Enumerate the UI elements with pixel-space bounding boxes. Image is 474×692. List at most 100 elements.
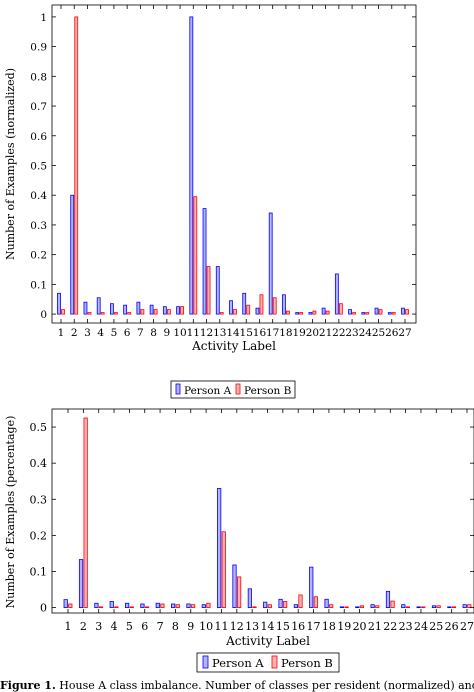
bar-person-a	[295, 312, 300, 315]
bar-person-a	[217, 488, 222, 608]
bar-person-a	[309, 566, 314, 608]
bar-person-a	[282, 294, 286, 315]
x-tick-label: 26	[385, 327, 399, 339]
bar-person-b	[221, 531, 226, 608]
y-tick-label: 0.7	[30, 101, 47, 113]
bar-person-b	[129, 606, 134, 608]
x-tick-label: 11	[214, 620, 228, 633]
bar-person-a	[361, 312, 366, 315]
bar-person-a	[374, 307, 379, 315]
y-tick-label: 0.1	[30, 279, 47, 291]
bar-person-b	[259, 294, 264, 315]
bar-person-b	[390, 600, 395, 608]
bar-person-a	[387, 312, 392, 315]
x-tick-label: 10	[173, 327, 186, 339]
bar-person-b	[144, 606, 150, 608]
bar-person-b	[298, 594, 303, 608]
x-tick-label: 15	[276, 620, 290, 633]
x-tick-label: 22	[383, 620, 397, 633]
x-tick-label: 1	[58, 327, 65, 339]
x-tick-label: 9	[164, 327, 171, 339]
chart-2-x-axis-label: Activity Label	[225, 634, 310, 648]
bar-person-a	[215, 266, 220, 315]
bar-person-a	[334, 273, 339, 315]
y-tick-label: 0.4	[30, 457, 48, 470]
bar-person-a	[416, 606, 421, 608]
bar-person-b	[359, 605, 364, 608]
y-tick-label: 1	[40, 12, 47, 24]
bar-person-b	[325, 310, 330, 315]
chart-1-y-axis-label: Number of Examples (normalized)	[4, 68, 17, 260]
bar-person-b	[127, 312, 132, 315]
x-tick-label: 1	[65, 620, 72, 633]
bar-person-a	[278, 598, 283, 608]
x-tick-label: 17	[266, 327, 279, 339]
bar-person-b	[272, 297, 277, 315]
bar-person-a	[431, 605, 437, 608]
bar-person-b	[219, 312, 224, 315]
x-tick-label: 12	[200, 327, 213, 339]
bar-person-a	[255, 307, 260, 315]
x-tick-label: 26	[445, 620, 459, 633]
chart-1-y-ticks: 0 0.1 0.2 0.3 0.4 0.5 0.6 0.7 0.8 0.9 1	[30, 12, 416, 321]
chart-1-legend-swatch-a	[175, 383, 181, 395]
bar-person-b	[74, 16, 79, 315]
bar-person-b	[421, 606, 426, 608]
bar-person-b	[68, 603, 73, 608]
bar-person-a	[176, 306, 180, 315]
bar-person-b	[237, 576, 242, 608]
bar-person-a	[321, 307, 326, 315]
bar-person-a	[355, 606, 360, 608]
x-tick-label: 17	[307, 620, 321, 633]
x-tick-label: 4	[97, 327, 104, 339]
bar-person-a	[123, 304, 128, 315]
bar-person-b	[267, 604, 272, 608]
x-tick-label: 25	[372, 327, 385, 339]
x-tick-label: 2	[80, 620, 87, 633]
y-tick-label: 0.3	[30, 493, 48, 506]
y-tick-label: 0.9	[30, 42, 47, 54]
chart-2-legend-swatch-b	[271, 655, 278, 669]
x-tick-label: 13	[245, 620, 259, 633]
chart-2-plot-frame	[51, 408, 474, 614]
x-tick-label: 20	[353, 620, 367, 633]
x-tick-label: 5	[126, 620, 133, 633]
chart-1-legend-box	[170, 380, 296, 399]
bar-person-a	[78, 559, 84, 608]
bar-person-b	[329, 604, 334, 608]
bar-person-b	[98, 606, 104, 608]
bar-person-a	[401, 307, 405, 315]
bar-person-b	[233, 309, 237, 315]
chart-2-bars	[63, 417, 472, 608]
bar-person-b	[206, 266, 211, 315]
bar-person-a	[201, 604, 206, 608]
bar-person-a	[247, 588, 252, 608]
x-tick-label: 14	[226, 327, 240, 339]
chart-1-legend-label-b: Person B	[244, 385, 292, 397]
x-tick-label: 24	[414, 620, 428, 633]
bar-person-b	[190, 604, 196, 608]
bar-person-a	[155, 602, 160, 608]
bar-person-b	[246, 304, 251, 315]
bar-person-a	[162, 306, 167, 315]
bar-person-b	[206, 602, 211, 608]
x-tick-label: 27	[398, 327, 411, 339]
x-tick-label: 3	[95, 620, 102, 633]
y-tick-label: 0.5	[30, 421, 48, 434]
bar-person-a	[348, 309, 352, 315]
chart-2: 00.10.20.30.40.5 1 2 3 4 5 6 7 8 9 10 11 12 13 14 15 16…	[4, 408, 474, 673]
bar-person-b	[166, 309, 171, 315]
bar-person-b	[180, 306, 184, 315]
bar-person-a	[110, 303, 114, 315]
x-tick-label: 18	[279, 327, 292, 339]
caption-label: Figure 1.	[0, 680, 56, 692]
bar-person-a	[96, 297, 101, 315]
bar-person-b	[451, 606, 457, 608]
bar-person-a	[232, 564, 237, 608]
chart-2-legend-box	[196, 652, 340, 673]
x-tick-label: 2	[71, 327, 78, 339]
bar-person-b	[375, 605, 380, 608]
x-tick-label: 16	[291, 620, 305, 633]
bar-person-b	[252, 606, 257, 608]
